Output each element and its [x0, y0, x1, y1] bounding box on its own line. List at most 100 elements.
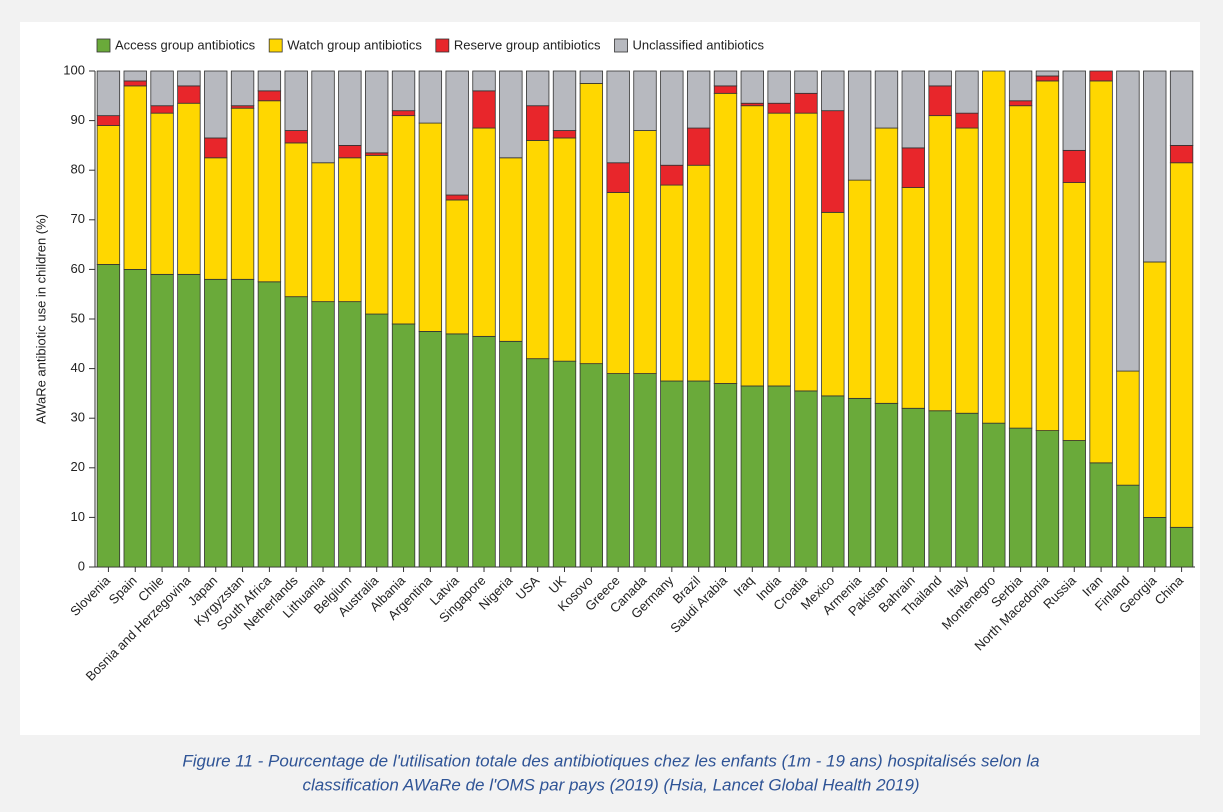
bar-segment: [365, 70, 389, 154]
bar-segment: [391, 70, 416, 112]
bar-segment: [713, 383, 738, 568]
bar-segment: [633, 130, 657, 374]
bar-segment: [418, 122, 443, 332]
bar-segment: [579, 70, 604, 84]
bar-segment: [955, 70, 979, 114]
bar-segment: [391, 323, 416, 568]
bar-segment: [821, 70, 845, 112]
bar-segment: [928, 85, 952, 117]
bar-segment: [633, 70, 657, 131]
bar-segment: [230, 107, 255, 280]
bar-segment: [177, 85, 201, 104]
bar-segment: [1062, 70, 1086, 151]
bar-segment: [284, 130, 308, 144]
bar-segment: [472, 70, 496, 92]
bar-segment: [418, 330, 443, 568]
bar-segment: [418, 70, 443, 124]
bar-segment: [767, 112, 791, 387]
y-tick-label: 30: [71, 410, 85, 425]
bar-segment: [499, 157, 523, 342]
bar-segment: [928, 410, 952, 568]
bar-segment: [445, 70, 469, 196]
bar-segment: [660, 70, 684, 166]
caption: Figure 11 - Pourcentage de l'utilisation…: [182, 751, 1039, 770]
bar-segment: [1116, 70, 1140, 372]
bar-segment: [445, 333, 469, 568]
y-tick-label: 40: [71, 360, 85, 375]
bar-segment: [901, 147, 925, 188]
bar-segment: [96, 125, 121, 265]
bar-segment: [794, 70, 818, 94]
bar-segment: [686, 380, 711, 568]
bar-segment: [1116, 370, 1140, 486]
bar-segment: [1143, 261, 1167, 518]
bar-segment: [338, 301, 362, 568]
bar-segment: [874, 70, 899, 129]
bar-segment: [794, 112, 818, 392]
bar-segment: [1089, 80, 1113, 464]
bar-segment: [472, 90, 496, 129]
bar-segment: [150, 105, 174, 114]
bar-segment: [391, 110, 416, 117]
bar-segment: [150, 70, 174, 107]
bar-segment: [1169, 144, 1194, 164]
legend-label: Access group antibiotics: [115, 37, 256, 52]
bar-segment: [579, 83, 604, 365]
bar-segment: [606, 192, 630, 374]
bar-segment: [365, 154, 389, 315]
bar-segment: [1116, 484, 1140, 568]
bar-segment: [552, 137, 577, 362]
bar-segment: [955, 127, 979, 414]
bar-segment: [767, 102, 791, 114]
bar-segment: [284, 142, 308, 298]
bar-segment: [123, 85, 147, 270]
bar-segment: [767, 70, 791, 104]
bar-segment: [982, 70, 1006, 424]
bar-segment: [847, 70, 872, 181]
bar-segment: [338, 70, 362, 146]
bar-segment: [1169, 526, 1194, 568]
bar-segment: [660, 184, 684, 382]
bar-segment: [391, 115, 416, 325]
bar-segment: [901, 70, 925, 149]
y-tick-label: 20: [71, 459, 85, 474]
bar-segment: [1008, 70, 1033, 102]
bar-segment: [606, 70, 630, 164]
bar-segment: [96, 70, 121, 117]
bar-segment: [901, 187, 925, 409]
bar-segment: [606, 162, 630, 193]
y-tick-label: 60: [71, 261, 85, 276]
bar-segment: [660, 164, 684, 186]
bar-segment: [204, 278, 228, 568]
bar-segment: [445, 194, 469, 201]
bar-segment: [230, 278, 255, 568]
legend-swatch: [435, 38, 450, 53]
bar-segment: [1169, 162, 1194, 528]
y-tick-label: 100: [63, 62, 85, 77]
bar-segment: [606, 373, 630, 568]
bar-segment: [579, 363, 604, 568]
bar-segment: [633, 373, 657, 568]
legend-swatch: [96, 38, 111, 53]
bar-segment: [1035, 430, 1060, 568]
bar-segment: [821, 110, 845, 213]
bar-segment: [1062, 149, 1086, 184]
bar-segment: [365, 313, 389, 568]
bar-segment: [204, 137, 228, 159]
caption: classification AWaRe de l'OMS par pays (…: [302, 775, 919, 794]
bar-segment: [338, 157, 362, 303]
bar-segment: [847, 179, 872, 399]
bar-segment: [526, 358, 550, 568]
bar-segment: [1035, 80, 1060, 431]
bar-segment: [847, 397, 872, 568]
bar-segment: [686, 164, 711, 382]
bar-segment: [123, 80, 147, 87]
y-tick-label: 0: [78, 558, 85, 573]
bar-segment: [96, 264, 121, 568]
bar-segment: [472, 335, 496, 568]
bar-segment: [767, 385, 791, 568]
bar-segment: [230, 70, 255, 107]
bar-segment: [1035, 70, 1060, 77]
